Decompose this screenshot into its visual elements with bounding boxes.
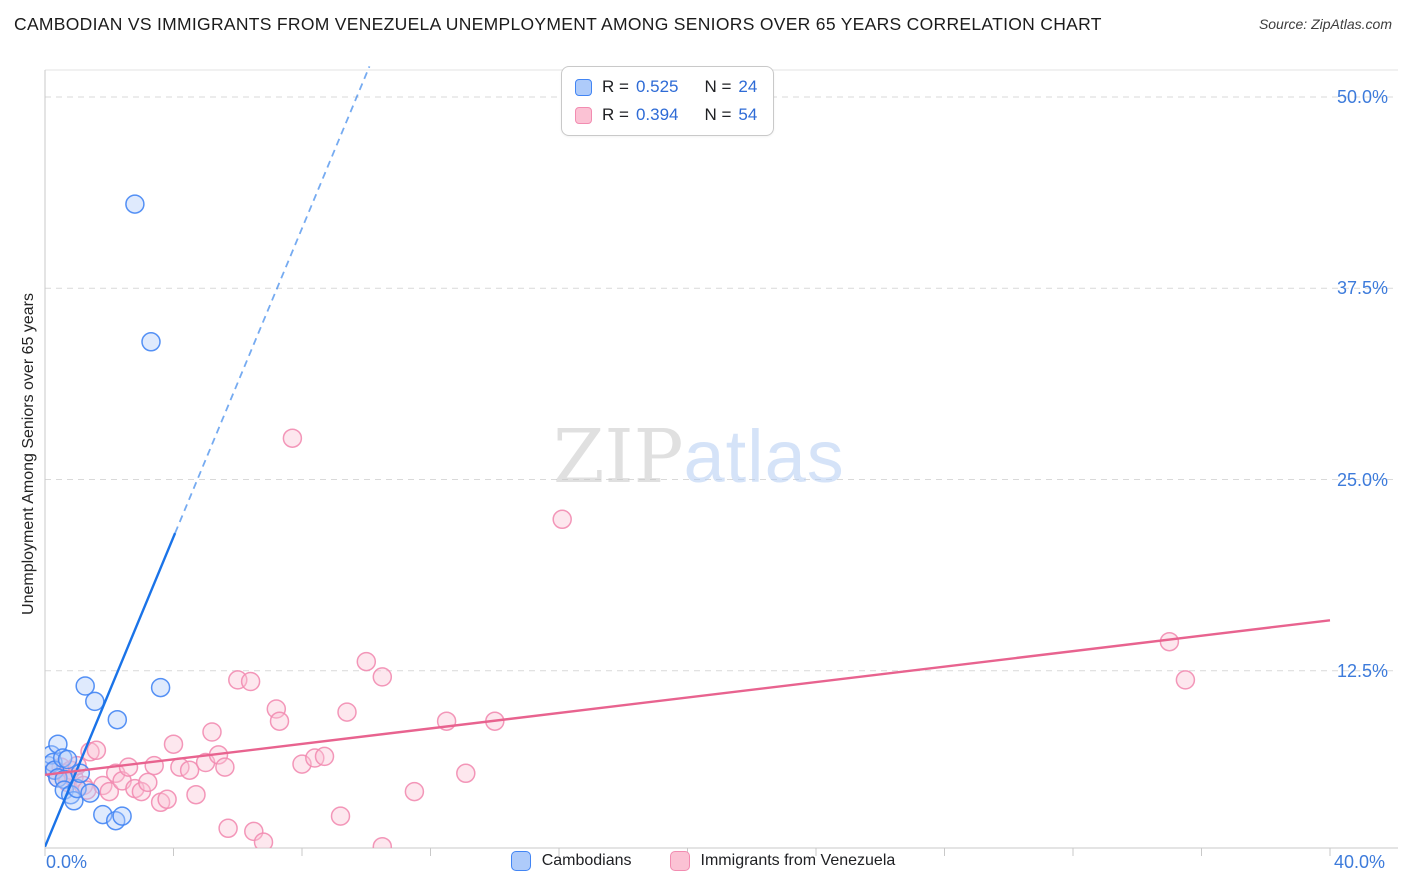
scatter-point-cambodians xyxy=(57,749,78,770)
scatter-point-venezuela xyxy=(99,781,120,802)
scatter-point-venezuela xyxy=(314,746,335,767)
venezuela-legend-swatch xyxy=(669,851,690,871)
scatter-point-venezuela xyxy=(282,428,303,448)
cambodians-legend-swatch xyxy=(510,851,531,871)
stats-row-venezuela: R = 0.394 N = 54 xyxy=(575,105,757,125)
scatter-point-venezuela xyxy=(266,699,287,719)
scatter-point-venezuela xyxy=(456,763,476,784)
scatter-point-venezuela xyxy=(163,734,184,754)
scatter-point-venezuela xyxy=(1175,670,1196,690)
scatter-point-cambodians xyxy=(80,783,100,803)
y-tick-label-50: 50.0% xyxy=(1337,87,1389,107)
scatter-point-venezuela xyxy=(218,818,238,839)
trend-line-venezuela xyxy=(45,619,1331,776)
y-axis-label: Unemployment Among Seniors over 65 years xyxy=(20,293,37,615)
scatter-point-cambodians xyxy=(125,194,145,214)
legend-item-cambodians: Cambodians xyxy=(510,851,632,871)
stats-row-cambodians: R = 0.525 N = 24 xyxy=(575,77,757,97)
scatter-point-cambodians xyxy=(45,752,63,773)
r-label: R = xyxy=(602,105,629,124)
plot-area xyxy=(45,66,1331,848)
r-value: 0.394 xyxy=(635,105,679,124)
scatter-point-cambodians xyxy=(107,709,128,730)
scatter-point-venezuela xyxy=(144,755,164,776)
scatter-point-venezuela xyxy=(1159,631,1180,652)
scatter-point-venezuela xyxy=(215,757,235,777)
scatter-point-venezuela xyxy=(330,806,351,826)
n-label: N = xyxy=(704,105,732,124)
scatter-point-venezuela xyxy=(356,651,377,672)
scatter-point-venezuela xyxy=(305,748,325,768)
y-tick-label-12-5: 12.5% xyxy=(1337,661,1389,681)
chart-title: CAMBODIAN VS IMMIGRANTS FROM VENEZUELA U… xyxy=(14,14,1102,34)
trend-line-cambodians xyxy=(45,532,177,848)
scatter-point-venezuela xyxy=(552,509,572,530)
y-tick-label-37-5: 37.5% xyxy=(1337,278,1389,298)
scatter-point-venezuela xyxy=(372,667,393,687)
scatter-point-cambodians xyxy=(75,676,95,696)
scatter-point-venezuela xyxy=(157,789,177,810)
source-attribution: Source: ZipAtlas.com xyxy=(1258,16,1392,32)
venezuela-swatch xyxy=(575,106,592,124)
n-label: N = xyxy=(704,77,732,96)
scatter-point-venezuela xyxy=(269,711,290,731)
scatter-point-venezuela xyxy=(86,740,107,761)
scatter-point-venezuela xyxy=(179,760,200,780)
scatter-point-venezuela xyxy=(202,722,222,742)
scatter-point-venezuela xyxy=(118,757,139,777)
cambodians-legend-label: Cambodians xyxy=(541,852,632,869)
scatter-point-cambodians xyxy=(150,677,171,698)
cambodians-swatch xyxy=(575,78,592,96)
scatter-point-venezuela xyxy=(244,821,264,842)
scatter-point-cambodians xyxy=(112,806,132,826)
scatter-point-cambodians xyxy=(85,691,105,712)
scatter-point-venezuela xyxy=(240,671,261,692)
legend-item-venezuela: Immigrants from Venezuela xyxy=(669,851,896,871)
scatter-point-venezuela xyxy=(253,832,274,848)
scatter-point-venezuela xyxy=(138,772,158,793)
trend-line-extension-cambodians xyxy=(174,66,371,534)
scatter-point-venezuela xyxy=(372,836,393,848)
series-legend: Cambodians Immigrants from Venezuela xyxy=(0,851,1406,871)
n-value: 24 xyxy=(738,77,758,96)
correlation-stats-legend: R = 0.525 N = 24 R = 0.394 N = 54 xyxy=(561,66,775,136)
r-label: R = xyxy=(602,77,629,96)
n-value: 54 xyxy=(738,105,758,124)
y-tick-label-25: 25.0% xyxy=(1337,470,1389,490)
x-tick-label-max: 40.0% xyxy=(1334,852,1386,872)
venezuela-legend-label: Immigrants from Venezuela xyxy=(700,852,896,869)
scatter-point-venezuela xyxy=(186,784,206,805)
scatter-point-venezuela xyxy=(404,781,425,802)
x-tick-label-min: 0.0% xyxy=(46,852,88,872)
r-value: 0.525 xyxy=(635,77,679,96)
scatter-point-venezuela xyxy=(337,702,357,722)
scatter-point-cambodians xyxy=(141,332,161,352)
